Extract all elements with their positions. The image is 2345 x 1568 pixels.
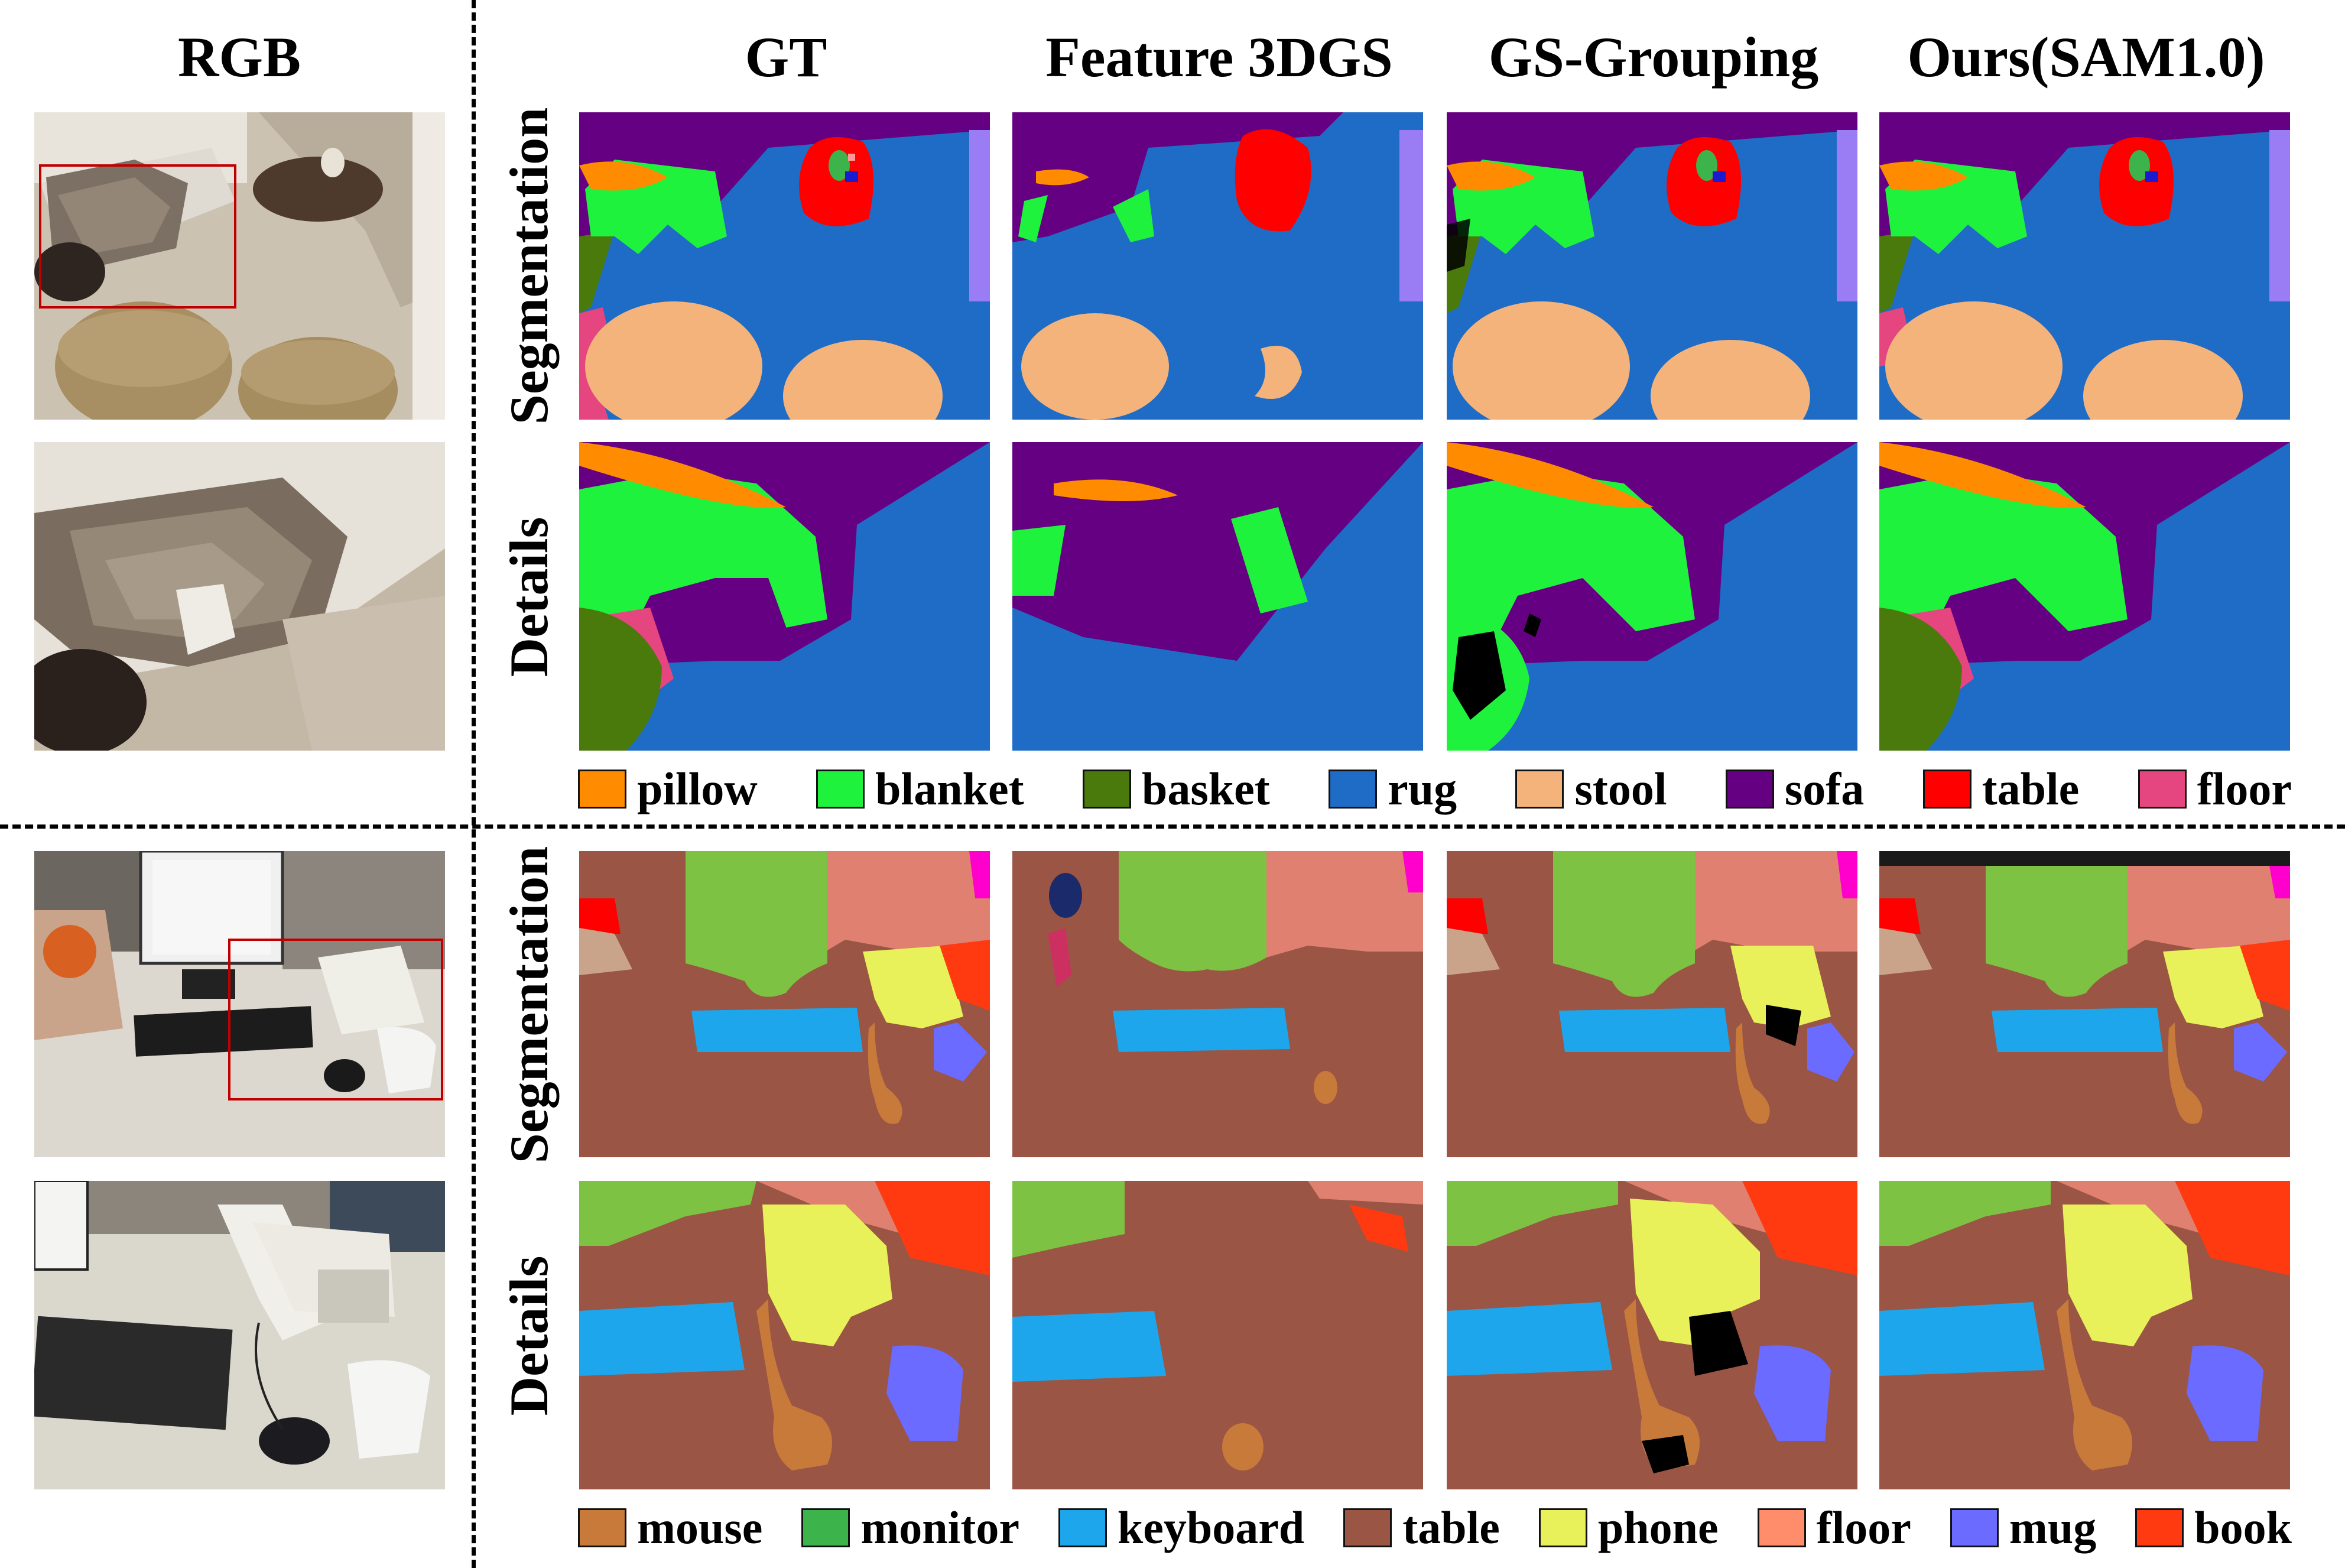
legend-swatch [2138,770,2187,809]
legend-swatch [578,770,626,809]
legend-swatch [1329,770,1378,809]
gsgrouping-details-livingroom [1447,442,1857,751]
legend-swatch [1343,1508,1392,1547]
rgb-zoom-office [34,1181,445,1489]
legend-swatch [1950,1508,1999,1547]
rgb-zoom-livingroom [34,442,445,751]
legend-label: phone [1597,1502,1719,1553]
legend-item: stool [1515,762,1667,816]
rgb-image-livingroom [34,112,445,420]
legend-office: mouse monitor keyboard table phone floor… [578,1501,2292,1554]
gt-details-office [579,1181,990,1489]
rgb-image-office [34,851,445,1157]
ours-segmentation-office [1879,851,2290,1157]
legend-swatch [578,1508,626,1547]
legend-label: table [1402,1502,1500,1553]
legend-item: keyboard [1058,1501,1304,1554]
legend-item: basket [1082,762,1270,816]
header-rgb: RGB [177,25,301,89]
legend-swatch [801,1508,850,1547]
horizontal-divider [0,824,2345,829]
ours-details-office [1879,1181,2290,1489]
feature3dgs-details-livingroom [1012,442,1423,751]
ours-details-livingroom [1879,442,2290,751]
legend-swatch [1725,770,1774,809]
gsgrouping-segmentation-livingroom [1447,112,1857,420]
legend-label: blanket [875,763,1024,814]
legend-item: blanket [816,762,1024,816]
legend-item: table [1922,762,2080,816]
legend-item: mouse [578,1501,762,1554]
legend-label: monitor [860,1502,1019,1553]
feature3dgs-segmentation-livingroom [1012,112,1423,420]
header-gsgrouping: GS-Grouping [1488,25,1819,89]
legend-label: mug [2009,1502,2097,1553]
legend-item: pillow [578,762,758,816]
legend-swatch [816,770,865,809]
legend-item: book [2135,1501,2292,1554]
legend-swatch [1538,1508,1587,1547]
header-gt: GT [745,25,827,89]
legend-item: table [1343,1501,1500,1554]
legend-label: floor [2197,763,2292,814]
header-ours: Ours(SAM1.0) [1907,25,2265,89]
legend-item: floor [2138,762,2292,816]
legend-label: sofa [1784,763,1865,814]
header-feature3dgs: Feature 3DGS [1045,25,1393,89]
gt-segmentation-office [579,851,990,1157]
gt-segmentation-livingroom [579,112,990,420]
row-label-segmentation-bottom: Segmentation [499,846,559,1164]
legend-label: basket [1141,763,1270,814]
legend-label: table [1982,763,2080,814]
legend-item: sofa [1725,762,1865,816]
legend-swatch [2135,1508,2184,1547]
legend-label: book [2194,1502,2292,1553]
ours-segmentation-livingroom [1879,112,2290,420]
legend-label: rug [1388,763,1457,814]
gsgrouping-details-office [1447,1181,1857,1489]
row-label-details-bottom: Details [499,1255,559,1416]
legend-item: floor [1757,1501,1911,1554]
vertical-divider [472,0,476,1568]
legend-swatch [1515,770,1564,809]
legend-label: floor [1816,1502,1911,1553]
gt-details-livingroom [579,442,990,751]
legend-livingroom: pillow blanket basket rug stool sofa tab… [578,762,2292,816]
legend-swatch [1757,1508,1806,1547]
feature3dgs-segmentation-office [1012,851,1423,1157]
legend-label: mouse [637,1502,763,1553]
legend-swatch [1058,1508,1107,1547]
legend-item: monitor [801,1501,1019,1554]
gsgrouping-segmentation-office [1447,851,1857,1157]
row-label-details-top: Details [499,517,559,677]
legend-item: mug [1950,1501,2096,1554]
legend-item: rug [1329,762,1457,816]
legend-swatch [1082,770,1131,809]
legend-label: stool [1574,763,1667,814]
legend-label: keyboard [1117,1502,1305,1553]
row-label-segmentation-top: Segmentation [499,107,559,425]
legend-label: pillow [637,763,758,814]
feature3dgs-details-office [1012,1181,1423,1489]
legend-item: phone [1538,1501,1719,1554]
legend-swatch [1922,770,1972,809]
